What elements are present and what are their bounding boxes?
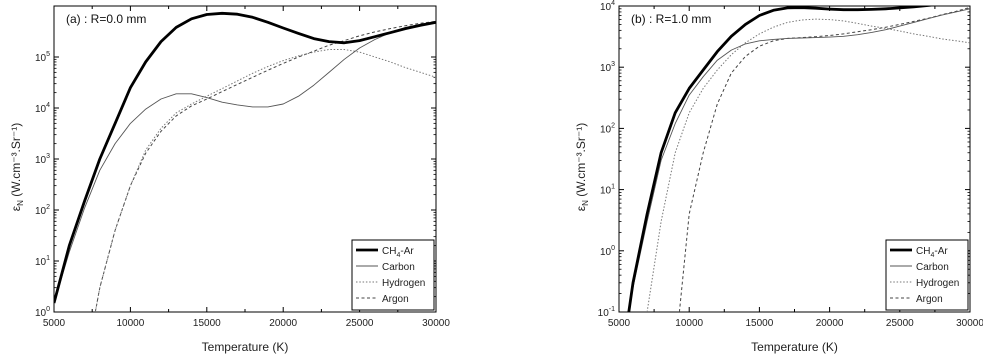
series-carbon-line bbox=[628, 8, 970, 312]
y-tick-label: 10-1 bbox=[598, 306, 615, 319]
panel-title: (a) : R=0.0 mm bbox=[66, 12, 146, 26]
y-tick-label: 102 bbox=[35, 204, 50, 217]
y-tick-label: 103 bbox=[35, 153, 50, 166]
y-tick-label: 102 bbox=[600, 122, 615, 135]
y-tick-label: 104 bbox=[600, 0, 615, 13]
y-axis-label: εN (W.cm⁻³.Sr⁻¹) bbox=[9, 123, 25, 211]
x-axis-label: Temperature (K) bbox=[202, 340, 289, 354]
y-tick-label: 100 bbox=[600, 245, 615, 258]
y-tick-label: 104 bbox=[35, 102, 50, 115]
x-tick-label: 30000 bbox=[422, 318, 450, 329]
x-axis-label: Temperature (K) bbox=[751, 340, 838, 354]
x-tick-label: 20000 bbox=[816, 318, 844, 329]
x-tick-label: 15000 bbox=[193, 318, 221, 329]
x-tick-label: 25000 bbox=[886, 318, 914, 329]
series-argon-line bbox=[94, 20, 436, 312]
legend-item-label: Hydrogen bbox=[382, 278, 425, 289]
y-tick-label: 101 bbox=[600, 184, 615, 197]
y-tick-label: 103 bbox=[600, 61, 615, 74]
legend-item-label: Carbon bbox=[916, 262, 949, 273]
legend-item-label: CH4-Ar bbox=[382, 246, 414, 259]
series-ch4-ar-line bbox=[54, 11, 436, 304]
legend-box bbox=[351, 239, 435, 311]
panel-title: (b) : R=1.0 mm bbox=[631, 12, 711, 26]
y-tick-label: 101 bbox=[35, 255, 50, 268]
y-tick-label: 105 bbox=[35, 51, 50, 64]
series-ch4-ar-line bbox=[627, 6, 937, 312]
x-tick-label: 20000 bbox=[269, 318, 297, 329]
legend-box bbox=[885, 239, 969, 311]
legend-item-label: CH4-Ar bbox=[916, 246, 948, 259]
x-tick-label: 30000 bbox=[956, 318, 983, 329]
y-axis-label: εN (W.cm⁻³.Sr⁻¹) bbox=[574, 123, 590, 211]
chart-panel-a: 5000 10000 15000 20000 25000 30000 100 101 102 10… bbox=[9, 5, 450, 354]
legend-item-label: Argon bbox=[382, 294, 409, 305]
x-tick-label: 15000 bbox=[745, 318, 773, 329]
x-tick-label: 25000 bbox=[346, 318, 374, 329]
series-carbon-line bbox=[54, 20, 436, 304]
chart-panel-b: 5000 10000 15000 20000 25000 30000 10-1 100 101 1… bbox=[574, 0, 983, 354]
x-tick-label: 10000 bbox=[116, 318, 144, 329]
legend-item-label: Argon bbox=[916, 294, 943, 305]
y-tick-label: 100 bbox=[35, 306, 50, 319]
legend-item-label: Hydrogen bbox=[916, 278, 959, 289]
legend-item-label: Carbon bbox=[382, 262, 415, 273]
x-tick-label: 10000 bbox=[675, 318, 703, 329]
x-tick-label: 5000 bbox=[43, 318, 66, 329]
x-tick-label: 5000 bbox=[608, 318, 631, 329]
